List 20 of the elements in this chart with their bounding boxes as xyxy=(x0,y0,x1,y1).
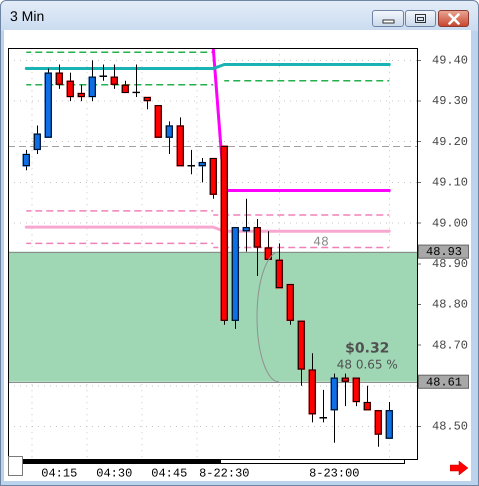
y-tick-label: 48.90 xyxy=(432,256,468,271)
y-tick-label: 48.80 xyxy=(432,298,468,312)
annotation: $0.32 xyxy=(345,340,390,357)
y-tick-label: 48.70 xyxy=(432,338,468,352)
y-tick-label: 48.50 xyxy=(432,420,468,434)
y-tick-label: 49.20 xyxy=(432,134,468,149)
x-tick-label: 04:15 xyxy=(41,466,78,480)
y-tick-label: 49.30 xyxy=(432,94,468,108)
y-tick-label: 49.00 xyxy=(432,216,468,230)
x-tick-label: 04:45 xyxy=(151,466,188,480)
y-tick-label: 49.10 xyxy=(432,176,468,190)
y-tick-label: 49.40 xyxy=(432,54,468,68)
annotation: 48 xyxy=(313,234,329,249)
annotation: 48 0.65 % xyxy=(336,358,398,372)
ref-line-label: 48.93 xyxy=(426,245,462,260)
x-tick-label: 04:30 xyxy=(96,466,132,480)
x-tick-label: 8-22:30 xyxy=(199,466,250,480)
ref-line-label: 48.61 xyxy=(426,375,462,390)
chart-title: 3 Min xyxy=(10,8,44,24)
x-tick-label: 8-23:00 xyxy=(309,466,360,480)
